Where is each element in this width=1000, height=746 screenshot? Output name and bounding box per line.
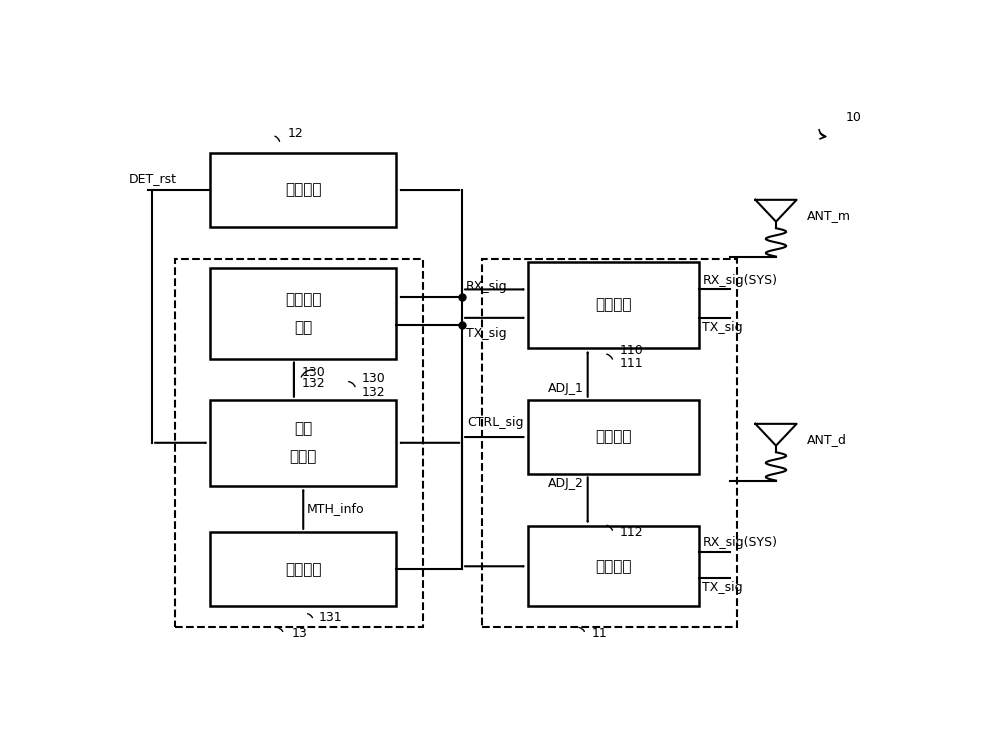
Text: 匹配单元: 匹配单元 [595,559,632,574]
Text: TX_sig: TX_sig [702,581,743,595]
Text: 13: 13 [292,627,307,640]
Text: 111: 111 [619,357,643,371]
Text: ANT_d: ANT_d [807,433,847,446]
Text: 10: 10 [846,111,862,124]
Text: 中央: 中央 [294,421,312,436]
Text: CTRL_sig: CTRL_sig [467,416,523,429]
Text: 检测单元: 检测单元 [285,183,322,198]
Text: ADJ_1: ADJ_1 [548,382,584,395]
Text: 储存单元: 储存单元 [285,562,322,577]
Text: 130: 130 [361,372,385,385]
FancyBboxPatch shape [210,532,396,606]
Text: 控制单元: 控制单元 [595,430,632,445]
Text: 110: 110 [619,344,643,357]
Text: 112: 112 [619,526,643,539]
Text: RX_sig(SYS): RX_sig(SYS) [702,274,777,286]
Text: DET_rst: DET_rst [129,172,177,186]
Text: ANT_m: ANT_m [807,210,851,222]
Text: 11: 11 [592,627,607,640]
Text: 130: 130 [302,366,325,380]
Text: ADJ_2: ADJ_2 [548,477,584,490]
Text: RX_sig: RX_sig [466,280,508,293]
Text: MTH_info: MTH_info [307,502,365,515]
Text: 处理器: 处理器 [290,450,317,465]
FancyBboxPatch shape [528,400,698,474]
Text: 12: 12 [288,127,304,140]
Text: 单元: 单元 [294,320,312,336]
Text: 射频处理: 射频处理 [285,292,322,307]
Text: TX_sig: TX_sig [702,321,743,333]
FancyBboxPatch shape [528,262,698,348]
Text: 131: 131 [319,611,342,624]
Text: 132: 132 [302,377,325,389]
FancyBboxPatch shape [210,268,396,360]
FancyBboxPatch shape [528,526,698,606]
FancyBboxPatch shape [210,400,396,486]
FancyBboxPatch shape [210,153,396,228]
Text: TX_sig: TX_sig [466,327,507,340]
Text: 132: 132 [361,386,385,398]
Text: RX_sig(SYS): RX_sig(SYS) [702,536,777,549]
Text: 匹配单元: 匹配单元 [595,298,632,313]
